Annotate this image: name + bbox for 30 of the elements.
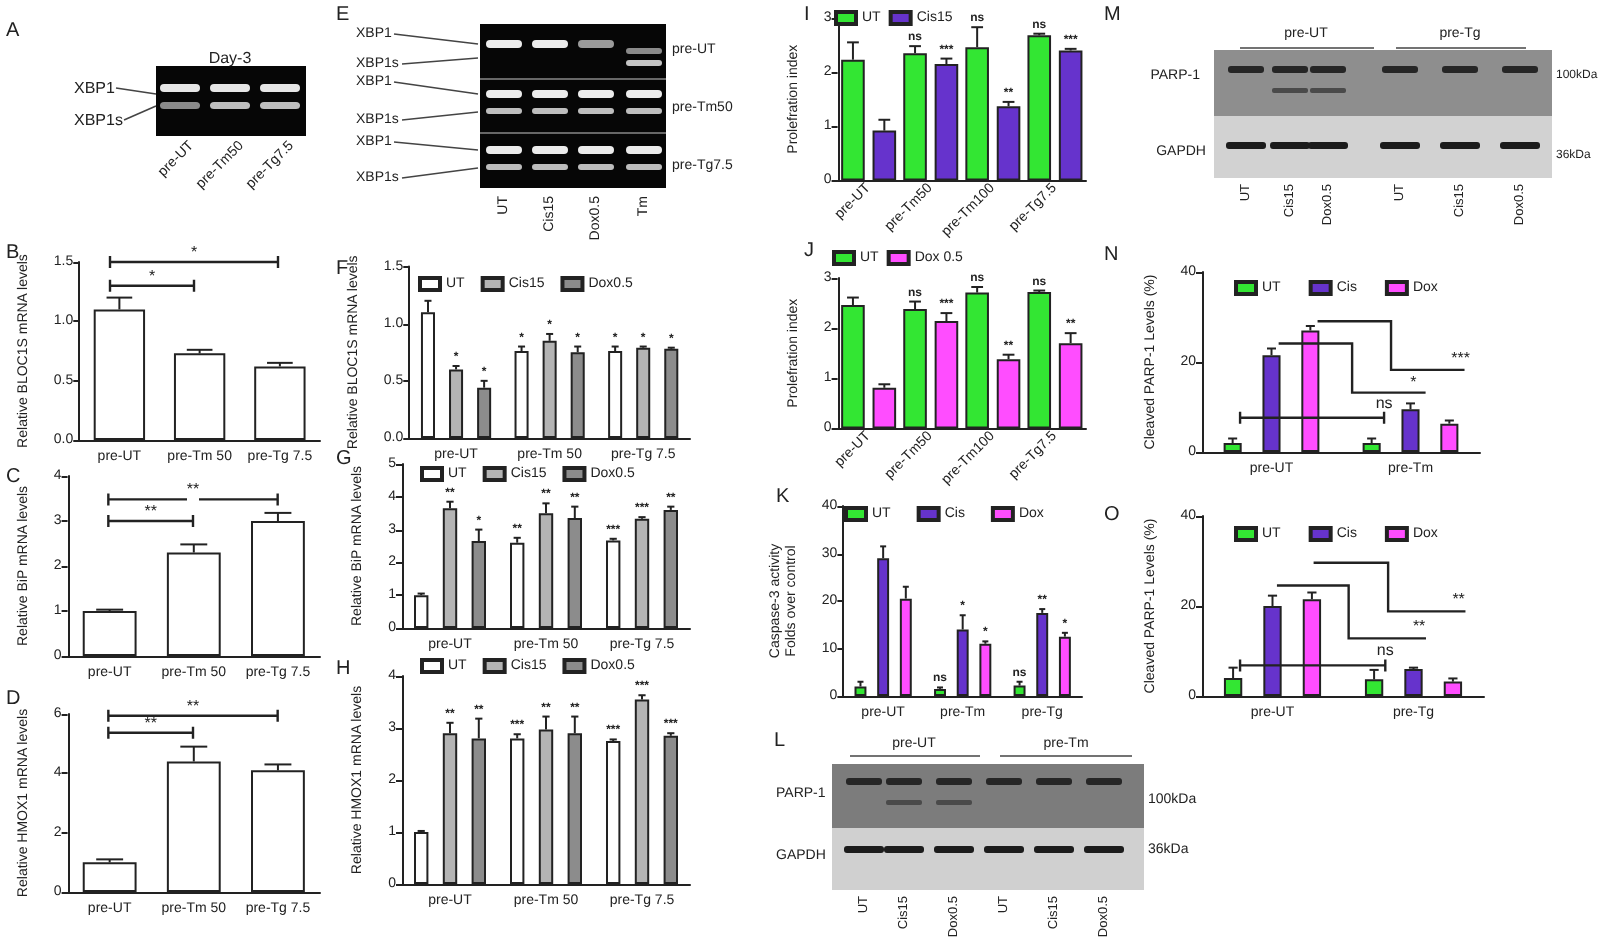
annotation: ** <box>144 502 157 520</box>
annotation: ** <box>1412 617 1426 636</box>
annotation: * <box>148 266 156 285</box>
chart-title: K <box>776 486 790 508</box>
chart-title: B <box>6 242 20 264</box>
annotation: ns <box>1375 393 1393 412</box>
text: E <box>336 4 350 26</box>
annotation: ** <box>1452 590 1465 609</box>
text: XBP1s <box>74 111 123 129</box>
annotation: * <box>1410 372 1417 391</box>
chart-title: G <box>336 448 352 470</box>
chart-title: I <box>804 4 810 26</box>
chart-title: D <box>6 688 21 710</box>
chart-title: N <box>1104 244 1119 266</box>
chart-title: C <box>6 466 21 488</box>
annotation: ** <box>144 713 157 732</box>
text: M <box>1104 4 1121 26</box>
chart-title: O <box>1104 504 1120 526</box>
text: L <box>774 730 786 752</box>
annotation: ** <box>186 696 200 715</box>
text: * <box>190 243 198 261</box>
annotation: *** <box>1451 348 1470 367</box>
annotation: ** <box>186 480 200 499</box>
chart-title: F <box>336 258 349 280</box>
text: A <box>6 20 20 42</box>
text: XBP1 <box>74 79 117 97</box>
text: Day-3 <box>208 49 253 67</box>
chart-title: J <box>804 240 814 262</box>
annotation: ns <box>1376 641 1394 660</box>
chart-title: H <box>336 658 351 680</box>
